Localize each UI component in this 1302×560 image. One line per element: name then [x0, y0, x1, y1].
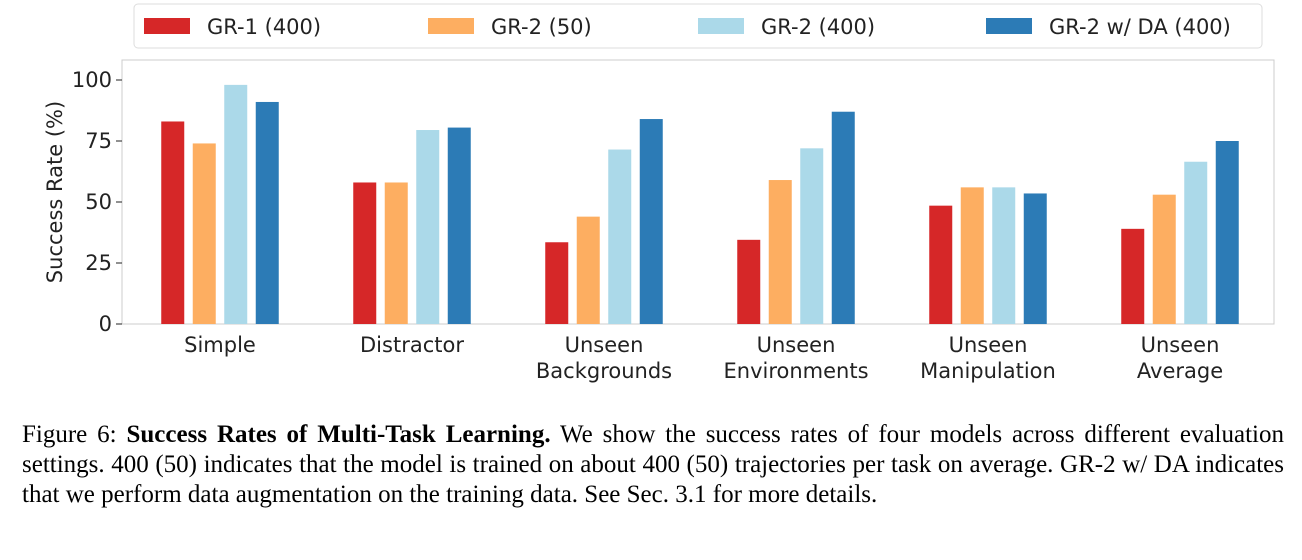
bar-0-5	[1121, 228, 1145, 324]
bar-2-2	[608, 149, 632, 324]
y-tick-label: 50	[85, 190, 112, 214]
bar-1-3	[768, 180, 792, 324]
bar-0-0	[161, 121, 185, 324]
bar-3-1	[447, 127, 471, 324]
x-tick-label: Unseen	[757, 333, 836, 357]
legend-swatch-2	[698, 18, 744, 34]
bar-0-1	[353, 182, 377, 324]
figure-caption: Figure 6: Success Rates of Multi-Task Le…	[22, 420, 1284, 510]
y-tick-label: 0	[99, 312, 112, 336]
bar-1-0	[192, 143, 216, 324]
y-tick-label: 25	[85, 251, 112, 275]
x-tick-label: Manipulation	[920, 359, 1056, 383]
legend: GR-1 (400) GR-2 (50) GR-2 (400) GR-2 w/ DA …	[133, 3, 1263, 49]
legend-label-3: GR-2 w/ DA (400)	[1049, 15, 1231, 39]
bar-0-4	[929, 205, 953, 324]
bar-3-0	[255, 101, 279, 325]
bar-2-4	[992, 187, 1016, 324]
x-tick-label: Unseen	[565, 333, 644, 357]
plot-frame	[121, 59, 1275, 325]
bar-2-3	[800, 148, 824, 324]
bar-3-3	[831, 111, 855, 324]
caption-body: We show the success rates of four models…	[22, 421, 1284, 508]
x-tick-label: Backgrounds	[536, 359, 672, 383]
legend-label-2: GR-2 (400)	[761, 15, 875, 39]
legend-swatch-3	[986, 18, 1032, 34]
legend-label-0: GR-1 (400)	[207, 15, 321, 39]
x-tick-label: Environments	[723, 359, 868, 383]
bar-3-2	[639, 119, 663, 324]
bar-0-3	[737, 239, 761, 324]
legend-swatch-0	[144, 18, 190, 34]
bar-2-5	[1184, 161, 1208, 324]
y-tick-label: 75	[85, 129, 112, 153]
bar-0-2	[545, 242, 569, 324]
bar-2-1	[416, 130, 440, 324]
bar-1-4	[960, 187, 984, 324]
bar-1-5	[1152, 194, 1176, 324]
bar-2-0	[224, 84, 248, 324]
caption-title: Success Rates of Multi-Task Learning.	[126, 421, 551, 448]
x-tick-label: Simple	[184, 333, 256, 357]
legend-swatch-1	[428, 18, 474, 34]
bar-3-4	[1023, 193, 1047, 324]
x-tick-label: Unseen	[1141, 333, 1220, 357]
bar-chart: GR-1 (400) GR-2 (50) GR-2 (400) GR-2 w/ DA …	[43, 3, 1275, 383]
x-tick-label: Distractor	[360, 333, 464, 357]
bar-1-1	[384, 182, 408, 324]
bar-1-2	[576, 216, 600, 324]
y-axis-label: Success Rate (%)	[43, 101, 67, 283]
caption-label: Figure 6:	[22, 421, 117, 448]
legend-label-1: GR-2 (50)	[491, 15, 592, 39]
y-tick-label: 100	[72, 68, 112, 92]
x-tick-label: Unseen	[949, 333, 1028, 357]
x-tick-label: Average	[1137, 359, 1223, 383]
bar-3-5	[1215, 141, 1239, 324]
